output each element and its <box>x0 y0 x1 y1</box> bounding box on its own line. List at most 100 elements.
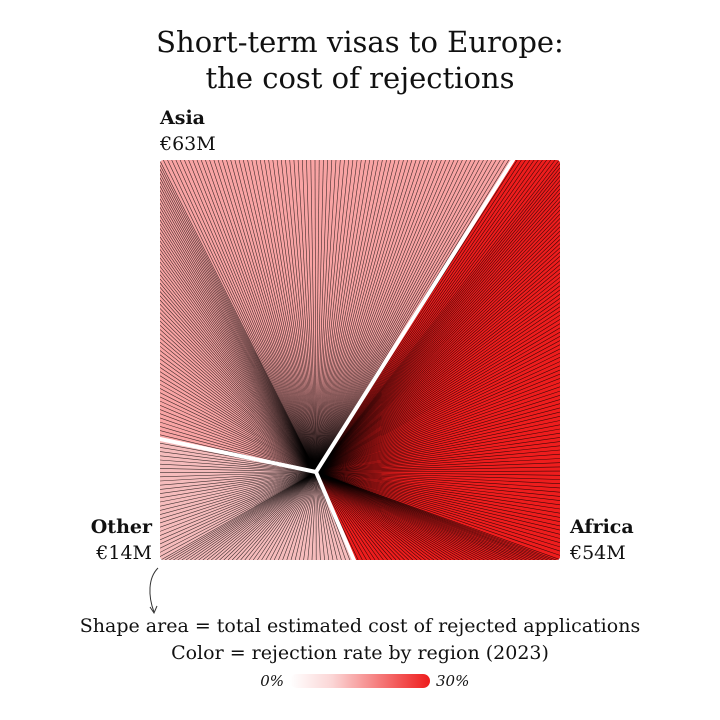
ray-line <box>315 160 358 472</box>
ray-line <box>160 287 317 472</box>
ray-line <box>167 160 317 472</box>
ray-line <box>316 268 560 473</box>
ray-line <box>257 471 317 560</box>
curved-arrow-icon <box>149 567 159 615</box>
ray-line <box>160 194 317 472</box>
ray-line <box>316 471 560 501</box>
ray-line <box>316 471 560 531</box>
ray-line <box>160 471 317 511</box>
ray-line <box>289 160 317 472</box>
ray-line <box>160 308 317 472</box>
ray-line <box>315 160 467 472</box>
ray-line <box>316 369 560 473</box>
ray-line <box>316 471 414 560</box>
region-label-africa: Africa €54M <box>570 514 634 566</box>
region-name-africa: Africa <box>570 516 634 538</box>
ray-line <box>316 395 560 473</box>
ray-line <box>315 160 362 472</box>
ray-line <box>316 226 560 473</box>
ray-line <box>315 160 463 472</box>
ray-line <box>281 160 317 472</box>
ray-line <box>160 451 317 473</box>
ray-line <box>316 471 372 560</box>
ray-line <box>316 471 560 539</box>
ray-line <box>315 160 459 472</box>
ray-line <box>160 471 317 499</box>
ray-line <box>259 160 317 472</box>
ray-line <box>315 160 451 472</box>
ray-line <box>316 471 388 560</box>
ray-line <box>316 471 498 560</box>
ray-line <box>160 190 317 472</box>
ray-line <box>164 471 317 560</box>
ray-line <box>315 160 366 472</box>
ray-line <box>160 471 317 486</box>
ray-line <box>160 375 317 472</box>
ray-line <box>209 160 317 472</box>
ray-line <box>160 278 317 472</box>
ray-line <box>316 466 560 473</box>
ray-line <box>315 160 429 472</box>
ray-line <box>248 471 317 560</box>
ray-line <box>316 471 439 560</box>
ray-line <box>315 160 455 472</box>
ray-line <box>160 471 317 490</box>
ray-line <box>160 240 317 472</box>
region-name-other: Other <box>90 516 152 538</box>
ray-line <box>316 403 560 473</box>
ray-line <box>315 160 341 472</box>
ray-line <box>315 160 349 472</box>
divider-line-3 <box>314 470 356 560</box>
ray-line <box>160 471 317 553</box>
region-rays-africa <box>316 160 560 560</box>
ray-line <box>160 396 317 472</box>
ray-line <box>316 471 560 510</box>
ray-line <box>160 468 317 473</box>
ray-line <box>316 471 560 514</box>
ray-line <box>160 471 317 536</box>
ray-line <box>316 432 560 473</box>
ray-line <box>306 160 317 472</box>
divider-line-1 <box>314 160 515 474</box>
ray-line <box>316 218 560 473</box>
ray-line <box>160 471 317 545</box>
ray-line <box>160 471 317 520</box>
ray-line <box>316 163 560 473</box>
ray-line <box>188 160 317 472</box>
ray-line <box>316 420 560 473</box>
ray-line <box>316 471 560 543</box>
ray-line <box>316 471 560 484</box>
ray-line <box>316 176 560 473</box>
ray-line <box>160 181 317 472</box>
ray-line <box>160 471 317 515</box>
ray-line <box>316 471 494 560</box>
ray-line <box>316 471 560 522</box>
ray-line <box>311 471 317 560</box>
ray-line <box>240 471 317 560</box>
ray-line <box>160 266 317 472</box>
ray-line <box>316 361 560 473</box>
ray-line <box>200 160 317 472</box>
ray-line <box>264 160 317 472</box>
ray-line <box>316 378 560 473</box>
ray-line <box>160 223 317 472</box>
ray-line <box>315 160 421 472</box>
ray-line <box>160 471 317 524</box>
ray-line <box>316 331 560 473</box>
ray-line <box>316 458 560 473</box>
ray-line <box>316 201 560 473</box>
ray-line <box>315 160 438 472</box>
ray-line <box>252 471 317 560</box>
ray-line <box>316 160 552 473</box>
ray-line <box>316 471 460 560</box>
ray-line <box>160 232 317 472</box>
ray-line <box>160 388 317 472</box>
legend-max-label: 30% <box>436 672 470 690</box>
ray-line <box>160 312 317 472</box>
ray-line <box>316 281 560 473</box>
ray-line <box>173 471 317 560</box>
ray-line <box>316 171 560 473</box>
ray-line <box>315 471 338 560</box>
ray-line <box>247 160 317 472</box>
